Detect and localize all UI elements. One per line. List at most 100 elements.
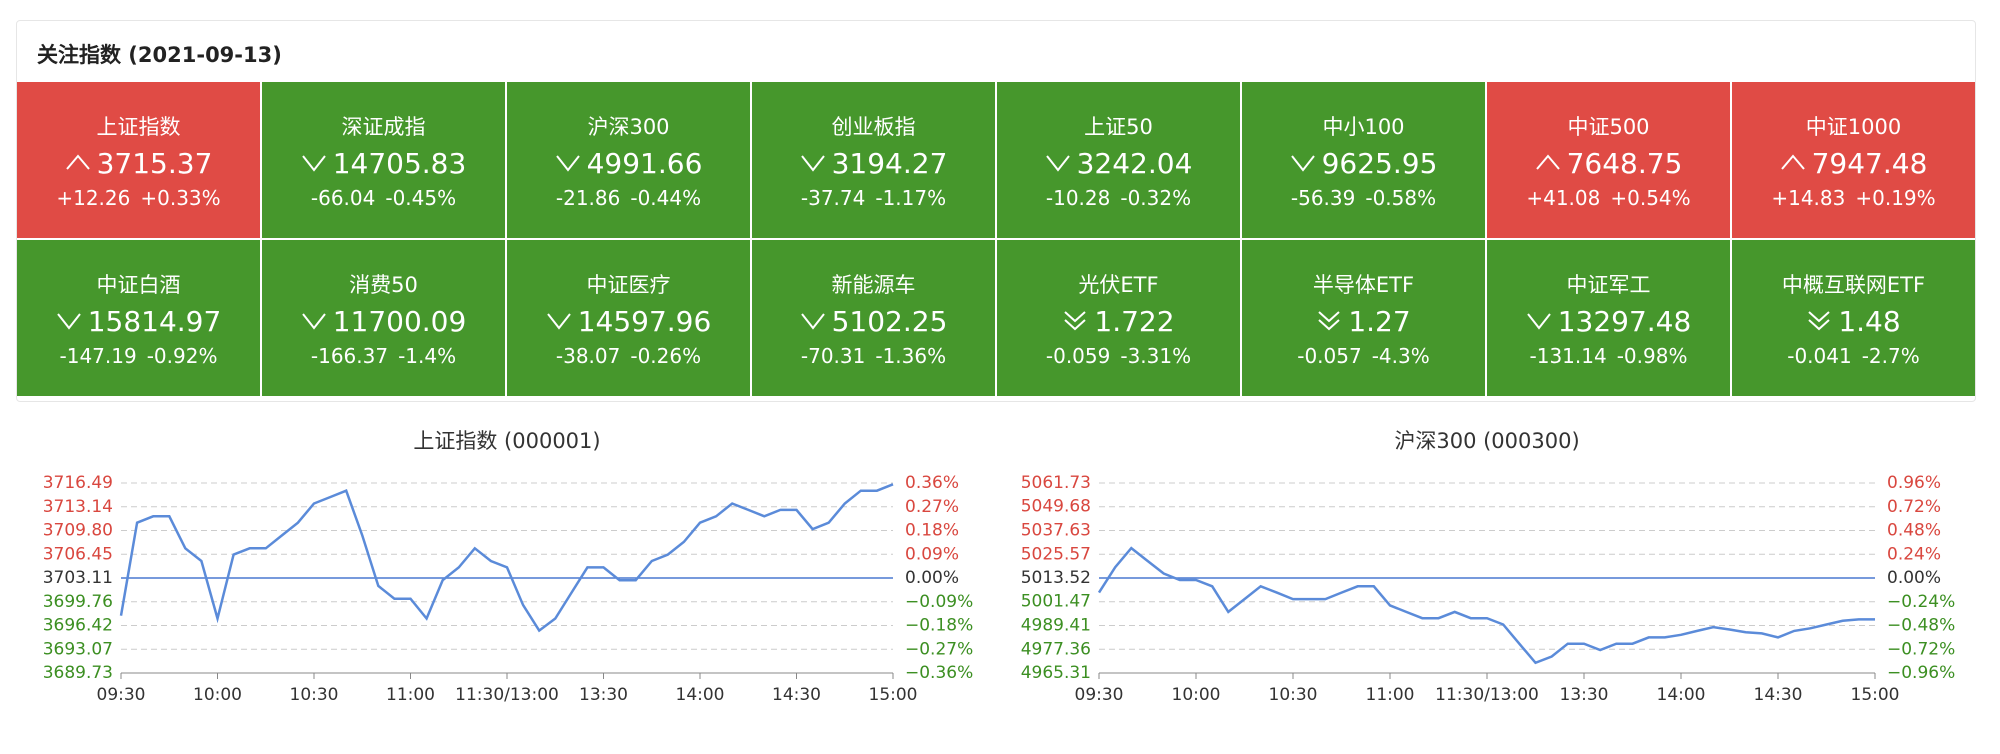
- index-change-row: +12.26 +0.33%: [17, 186, 260, 210]
- y-tick-label: 3689.73: [43, 663, 113, 683]
- y-tick-label: 5025.57: [1021, 544, 1091, 564]
- y2-tick-label: 0.27%: [905, 497, 959, 517]
- chart-title: 沪深300 (000300): [1394, 429, 1579, 453]
- index-value-row: 5102.25: [752, 305, 995, 338]
- chart-title: 上证指数 (000001): [413, 429, 600, 453]
- x-tick-label: 14:30: [1754, 685, 1803, 705]
- y-tick-label: 3693.07: [43, 639, 113, 659]
- x-tick-label: 14:00: [676, 685, 725, 705]
- index-change-pct: -0.92%: [146, 343, 218, 368]
- chevron: [555, 155, 580, 172]
- index-tile: 中概互联网ETF 1.48 -0.041 -2.7%: [1732, 240, 1975, 396]
- x-tick-label: 11:30/13:00: [1435, 685, 1539, 705]
- x-tick-label: 13:30: [579, 685, 628, 705]
- index-change-pct: -4.3%: [1371, 343, 1430, 368]
- index-change: -10.28: [1045, 185, 1111, 210]
- x-tick-label: 15:00: [1851, 685, 1900, 705]
- index-name: 光伏ETF: [1078, 272, 1159, 297]
- index-tile: 上证50 3242.04 -10.28 -0.32%: [997, 82, 1240, 238]
- y2-tick-label: 0.00%: [905, 568, 959, 588]
- trend-icon: [301, 313, 326, 330]
- index-change-pct: -0.45%: [385, 185, 457, 210]
- x-tick-label: 13:30: [1560, 685, 1609, 705]
- index-change: -0.041: [1787, 343, 1852, 368]
- index-value-row: 3194.27: [752, 147, 995, 180]
- y2-tick-label: −0.72%: [1887, 639, 1955, 659]
- index-tile: 上证指数 3715.37 +12.26 +0.33%: [17, 82, 260, 238]
- x-tick-label: 10:30: [290, 685, 339, 705]
- trend-icon: [1064, 311, 1087, 331]
- index-value: 13297.48: [1557, 304, 1692, 338]
- index-value-row: 14597.96: [507, 305, 750, 338]
- index-change: -0.059: [1045, 343, 1111, 368]
- index-change-row: -131.14 -0.98%: [1487, 344, 1730, 368]
- y2-tick-label: 0.96%: [1887, 473, 1941, 493]
- index-tile: 新能源车 5102.25 -70.31 -1.36%: [752, 240, 995, 396]
- index-change-pct: -0.98%: [1616, 343, 1688, 368]
- index-change: -38.07: [555, 343, 621, 368]
- x-tick-label: 14:00: [1657, 685, 1706, 705]
- index-change-row: -0.059 -3.31%: [997, 344, 1240, 368]
- index-change: -66.04: [310, 185, 376, 210]
- trend-icon: [65, 154, 90, 170]
- index-value: 3715.37: [96, 146, 213, 180]
- y2-tick-label: −0.24%: [1887, 592, 1955, 612]
- index-tile: 沪深300 4991.66 -21.86 -0.44%: [507, 82, 750, 238]
- index-value: 1.27: [1348, 304, 1411, 338]
- index-change-pct: +0.54%: [1610, 185, 1691, 210]
- index-change-row: -56.39 -0.58%: [1242, 186, 1485, 210]
- y2-tick-label: 0.09%: [905, 544, 959, 564]
- price-line: [119, 483, 894, 633]
- x-tick-label: 09:30: [1075, 685, 1124, 705]
- index-value: 15814.97: [87, 304, 222, 338]
- index-value: 4991.66: [586, 146, 703, 180]
- index-tile: 光伏ETF 1.722 -0.059 -3.31%: [997, 240, 1240, 396]
- x-tick-label: 14:30: [772, 685, 821, 705]
- index-tile: 中证1000 7947.48 +14.83 +0.19%: [1732, 82, 1975, 238]
- index-name: 中证军工: [1566, 272, 1651, 297]
- chevron: [1526, 313, 1551, 330]
- index-change: -56.39: [1290, 185, 1356, 210]
- index-change-row: -0.041 -2.7%: [1732, 344, 1975, 368]
- index-value: 5102.25: [831, 304, 948, 338]
- price-line: [1097, 546, 1875, 665]
- chevron: [56, 313, 81, 330]
- y2-tick-label: −0.96%: [1887, 663, 1955, 683]
- y-tick-label: 3706.45: [43, 544, 113, 564]
- index-name: 中概互联网ETF: [1781, 272, 1926, 297]
- index-tile: 深证成指 14705.83 -66.04 -0.45%: [262, 82, 505, 238]
- chevron: [301, 313, 326, 330]
- index-tile: 消费50 11700.09 -166.37 -1.4%: [262, 240, 505, 396]
- index-value: 3194.27: [831, 146, 948, 180]
- index-change-row: -70.31 -1.36%: [752, 344, 995, 368]
- y-tick-label: 3713.14: [43, 497, 113, 517]
- index-value: 9625.95: [1321, 146, 1438, 180]
- y-tick-label: 3716.49: [43, 473, 113, 493]
- index-value: 14705.83: [332, 146, 467, 180]
- trend-icon: [1318, 311, 1340, 331]
- chevron: [1045, 155, 1070, 172]
- y2-tick-label: 0.00%: [1887, 568, 1941, 588]
- index-value-row: 3715.37: [17, 147, 260, 180]
- panel: 关注指数 (2021-09-13) 上证指数 3715.37 +12.26 +0.33…: [16, 20, 1976, 402]
- chevron: [1064, 311, 1087, 323]
- y-tick-label: 4965.31: [1021, 663, 1091, 683]
- index-change: -37.74: [800, 185, 866, 210]
- chevron: [800, 155, 825, 172]
- index-tile: 中证军工 13297.48 -131.14 -0.98%: [1487, 240, 1730, 396]
- y2-tick-label: 0.72%: [1887, 497, 1941, 517]
- y-tick-label: 5001.47: [1021, 592, 1091, 612]
- index-change-row: -66.04 -0.45%: [262, 186, 505, 210]
- index-change-pct: -0.44%: [630, 185, 702, 210]
- index-value-row: 14705.83: [262, 147, 505, 180]
- index-name: 深证成指: [341, 114, 426, 139]
- chart: 上证指数 (000001) 3716.49 3713.14 3709.80 3706.4…: [43, 429, 974, 705]
- y2-tick-label: 0.48%: [1887, 521, 1941, 541]
- index-name: 中小100: [1322, 114, 1405, 139]
- index-change: -0.057: [1297, 343, 1362, 368]
- trend-icon: [800, 313, 825, 330]
- index-change-pct: -1.36%: [875, 343, 947, 368]
- index-value-row: 15814.97: [17, 305, 260, 338]
- x-tick-label: 10:00: [193, 685, 242, 705]
- index-value-row: 4991.66: [507, 147, 750, 180]
